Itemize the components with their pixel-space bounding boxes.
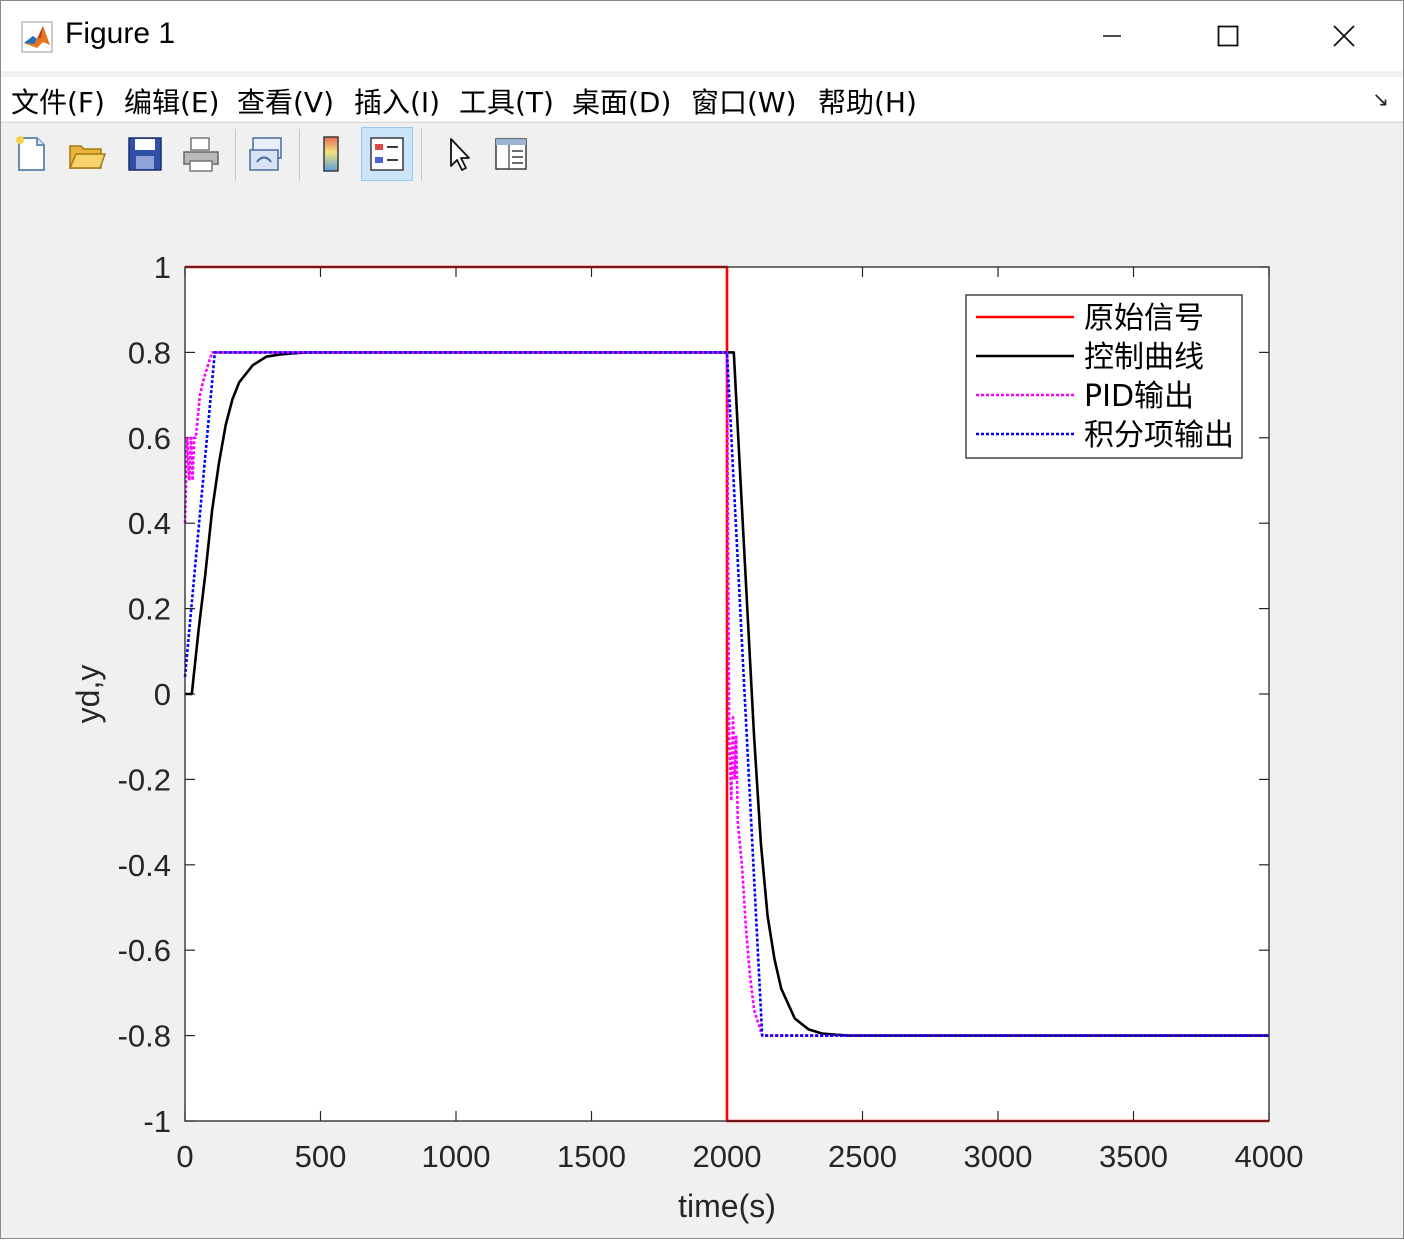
y-tick-label: 0.8 bbox=[128, 335, 171, 370]
series-line-integral-output bbox=[183, 351, 1269, 1037]
legend-box bbox=[965, 294, 1243, 459]
maximize-icon bbox=[1217, 25, 1239, 47]
x-tick-label: 500 bbox=[295, 1139, 347, 1174]
new-figure-icon bbox=[16, 136, 45, 171]
menu-bar: 文件(F) 编辑(E) 查看(V) 插入(I) 工具(T) 桌面(D) 窗口(W… bbox=[1, 77, 1403, 121]
line-chart: 0 500 1000 1500 2000 2500 3000 3500 4000 1 0.8 0.6… bbox=[70, 250, 1304, 1224]
legend-label-integral-output: 积分项输出 bbox=[1084, 418, 1234, 453]
property-inspector-icon bbox=[495, 138, 527, 170]
menu-tools[interactable]: 工具(T) bbox=[459, 86, 554, 119]
legend-label-control-curve: 控制曲线 bbox=[1084, 340, 1204, 375]
legend-button[interactable] bbox=[361, 127, 413, 181]
close-button[interactable] bbox=[1285, 1, 1403, 71]
y-tick-label: 0.6 bbox=[128, 421, 171, 456]
open-file-icon bbox=[68, 145, 107, 169]
link-plot-button[interactable] bbox=[241, 127, 293, 181]
edit-plot-cursor-icon bbox=[450, 138, 470, 171]
minimize-button[interactable] bbox=[1053, 1, 1171, 71]
property-inspector-button[interactable] bbox=[485, 127, 537, 181]
menu-view[interactable]: 查看(V) bbox=[237, 86, 335, 119]
new-figure-button[interactable] bbox=[5, 127, 57, 181]
legend-label-original-signal: 原始信号 bbox=[1084, 301, 1204, 336]
y-tick-label: 0.4 bbox=[128, 506, 171, 541]
print-button[interactable] bbox=[175, 127, 227, 181]
axes-box bbox=[184, 266, 1270, 1122]
edit-plot-button[interactable] bbox=[431, 127, 483, 181]
close-icon bbox=[1333, 25, 1355, 47]
y-tick-label: -0.4 bbox=[118, 848, 171, 883]
x-tick-label: 4000 bbox=[1235, 1139, 1304, 1174]
menu-window[interactable]: 窗口(W) bbox=[691, 86, 797, 119]
y-tick-label: 0.2 bbox=[128, 592, 171, 627]
y-tick-label: -0.6 bbox=[118, 933, 171, 968]
print-icon bbox=[183, 137, 219, 172]
open-file-button[interactable] bbox=[61, 127, 113, 181]
maximize-button[interactable] bbox=[1169, 1, 1287, 71]
title-bar: Figure 1 bbox=[1, 1, 1403, 71]
matlab-logo-icon bbox=[21, 21, 53, 53]
save-icon bbox=[128, 137, 162, 171]
x-tick-label: 0 bbox=[176, 1139, 193, 1174]
figure-canvas: 0 500 1000 1500 2000 2500 3000 3500 4000 1 0.8 0.6… bbox=[1, 187, 1403, 1238]
x-tick-label: 2000 bbox=[693, 1139, 762, 1174]
y-tick-label: 1 bbox=[154, 250, 171, 285]
y-tick-label: 0 bbox=[154, 677, 171, 712]
menu-help[interactable]: 帮助(H) bbox=[818, 86, 917, 119]
x-tick-label: 3500 bbox=[1099, 1139, 1168, 1174]
y-tick-label: -0.8 bbox=[118, 1019, 171, 1054]
x-axis-label: time(s) bbox=[678, 1188, 776, 1224]
link-plot-icon bbox=[249, 137, 282, 171]
save-button[interactable] bbox=[119, 127, 171, 181]
toolbar bbox=[1, 122, 1403, 188]
menu-insert[interactable]: 插入(I) bbox=[354, 86, 441, 119]
legend-icon bbox=[370, 137, 404, 171]
series-line-pid-output bbox=[183, 351, 1269, 1037]
y-tick-label: -1 bbox=[143, 1104, 171, 1139]
legend-label-pid-output: PID输出 bbox=[1084, 379, 1194, 414]
x-tick-label: 3000 bbox=[964, 1139, 1033, 1174]
x-tick-label: 2500 bbox=[828, 1139, 897, 1174]
menu-file[interactable]: 文件(F) bbox=[11, 86, 105, 119]
window-title: Figure 1 bbox=[65, 17, 176, 50]
colorbar-button[interactable] bbox=[305, 127, 357, 181]
y-tick-label: -0.2 bbox=[118, 762, 171, 797]
menu-desktop[interactable]: 桌面(D) bbox=[572, 86, 672, 119]
dock-arrow-icon[interactable]: ↘ bbox=[1372, 89, 1389, 111]
menu-edit[interactable]: 编辑(E) bbox=[124, 86, 220, 119]
x-tick-label: 1000 bbox=[422, 1139, 491, 1174]
y-axis-label: yd,y bbox=[70, 665, 106, 724]
colorbar-icon bbox=[323, 136, 339, 172]
minimize-icon bbox=[1103, 35, 1121, 37]
x-tick-label: 1500 bbox=[557, 1139, 626, 1174]
